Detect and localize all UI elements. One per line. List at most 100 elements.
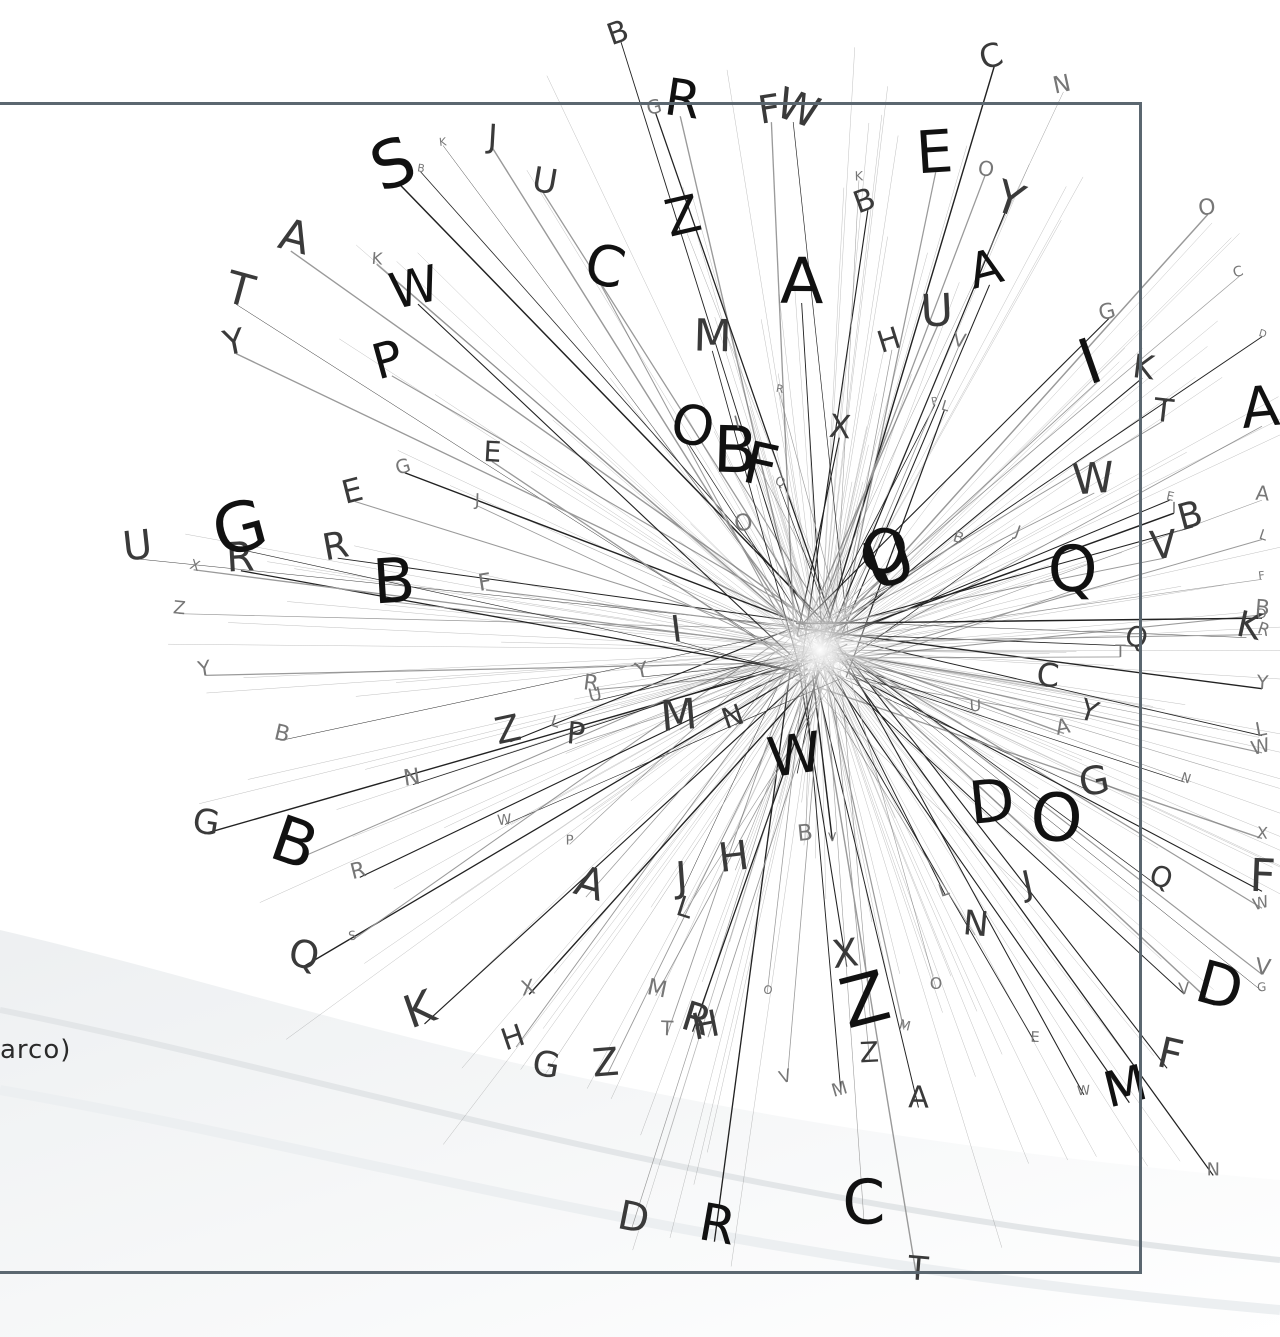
scattered-letter: M bbox=[829, 1077, 850, 1102]
ray-line bbox=[819, 649, 1137, 1070]
scattered-letter: B bbox=[371, 544, 418, 619]
scattered-letter: U bbox=[529, 160, 560, 204]
scattered-letter: Y bbox=[219, 321, 249, 365]
ray-line bbox=[819, 649, 1280, 866]
scattered-letter: R bbox=[348, 857, 369, 885]
scattered-letter: G bbox=[204, 483, 276, 574]
ray-line bbox=[542, 649, 821, 1029]
ray-line bbox=[354, 500, 805, 643]
scattered-letter: X bbox=[828, 407, 853, 447]
ray-line bbox=[365, 649, 821, 770]
scattered-letter: Q bbox=[286, 930, 323, 979]
ray-line bbox=[610, 649, 821, 1100]
ray-line bbox=[206, 649, 821, 694]
scattered-letter: B bbox=[796, 820, 814, 847]
ray-line bbox=[819, 135, 899, 651]
ray-line bbox=[819, 233, 1240, 651]
ray-line bbox=[491, 147, 827, 680]
ray-line bbox=[352, 649, 821, 837]
ray-line bbox=[819, 649, 1260, 738]
scattered-letter: E bbox=[338, 470, 367, 512]
scattered-letter: K bbox=[371, 249, 384, 269]
ray-line bbox=[235, 353, 822, 635]
ray-line bbox=[356, 244, 821, 651]
ray-line bbox=[819, 649, 1155, 1057]
scattered-letter: C bbox=[579, 231, 631, 303]
ray-line bbox=[819, 649, 1181, 1162]
scattered-letter: W bbox=[1077, 1083, 1091, 1099]
ray-line bbox=[844, 652, 1168, 1069]
scattered-letter: I bbox=[732, 413, 742, 434]
ray-line bbox=[819, 649, 1280, 814]
ray-line bbox=[466, 649, 821, 986]
ray-line bbox=[819, 396, 1279, 651]
ray-line bbox=[528, 665, 826, 995]
ray-line bbox=[819, 47, 856, 651]
scattered-letter: S bbox=[361, 122, 426, 208]
ray-line bbox=[811, 647, 1130, 1104]
ray-line bbox=[504, 228, 821, 651]
ray-line bbox=[819, 649, 1280, 837]
scattered-letter: A bbox=[1255, 481, 1271, 506]
ray-line bbox=[839, 284, 991, 639]
ray-line bbox=[247, 649, 821, 780]
scattered-letter: D bbox=[1255, 606, 1267, 623]
scattered-letter: J bbox=[671, 853, 690, 902]
scattered-letter: B bbox=[262, 801, 327, 885]
ray-line bbox=[726, 69, 821, 651]
ray-line bbox=[819, 346, 1208, 651]
scattered-letter: Y bbox=[1255, 671, 1269, 694]
ray-line bbox=[354, 545, 821, 651]
ray-line bbox=[819, 649, 1273, 868]
ray-line bbox=[819, 347, 1126, 651]
ray-line bbox=[420, 171, 831, 633]
scattered-letter: R bbox=[661, 67, 705, 132]
scattered-letter: W bbox=[384, 254, 444, 321]
ray-line bbox=[833, 638, 1085, 1096]
scattered-letter: N bbox=[1207, 1159, 1220, 1180]
ray-line bbox=[287, 601, 821, 651]
ray-line bbox=[819, 237, 1232, 651]
ray-line bbox=[819, 145, 968, 651]
ray-line bbox=[337, 557, 807, 624]
scattered-letter: M bbox=[645, 974, 669, 1003]
scattered-letter: T bbox=[219, 262, 261, 319]
caption-text: arco) bbox=[0, 1035, 72, 1065]
scattered-letter: A bbox=[274, 209, 316, 266]
scattered-letter: Q bbox=[773, 473, 787, 490]
scattered-letter: R bbox=[319, 522, 352, 569]
scattered-letter: V bbox=[1178, 979, 1190, 999]
scattered-letter: V bbox=[777, 1066, 794, 1089]
ray-line bbox=[819, 164, 1030, 651]
ray-line bbox=[819, 187, 845, 651]
ray-line bbox=[267, 561, 821, 651]
ray-line bbox=[395, 601, 806, 648]
scattered-letter: U bbox=[586, 684, 604, 707]
ray-line bbox=[802, 655, 842, 1095]
scattered-letter: P bbox=[565, 716, 586, 752]
scattered-letter: M bbox=[659, 689, 699, 741]
scattered-letter: Y bbox=[195, 656, 213, 682]
scattered-letter: Q bbox=[1146, 858, 1177, 896]
ray-line bbox=[669, 649, 821, 1238]
ray-line bbox=[819, 649, 1214, 990]
ray-line bbox=[792, 121, 849, 635]
ray-line bbox=[843, 660, 1215, 1006]
ray-line bbox=[813, 620, 1247, 638]
ray-line bbox=[352, 629, 795, 941]
ray-line bbox=[178, 613, 808, 630]
ray-line bbox=[819, 186, 1067, 651]
ray-line bbox=[243, 649, 821, 679]
ray-line bbox=[185, 533, 821, 651]
scattered-letter: H bbox=[716, 832, 752, 882]
ray-line bbox=[606, 657, 812, 1076]
scattered-letter: L bbox=[1257, 527, 1270, 545]
ray-line bbox=[546, 75, 821, 651]
scattered-letter: A bbox=[962, 238, 1008, 301]
scattered-letter: J bbox=[485, 117, 499, 156]
ray-line bbox=[819, 114, 883, 651]
ray-line bbox=[819, 649, 1280, 868]
scattered-letter: K bbox=[397, 979, 444, 1039]
ray-line bbox=[816, 66, 995, 659]
ray-line bbox=[799, 91, 1064, 655]
